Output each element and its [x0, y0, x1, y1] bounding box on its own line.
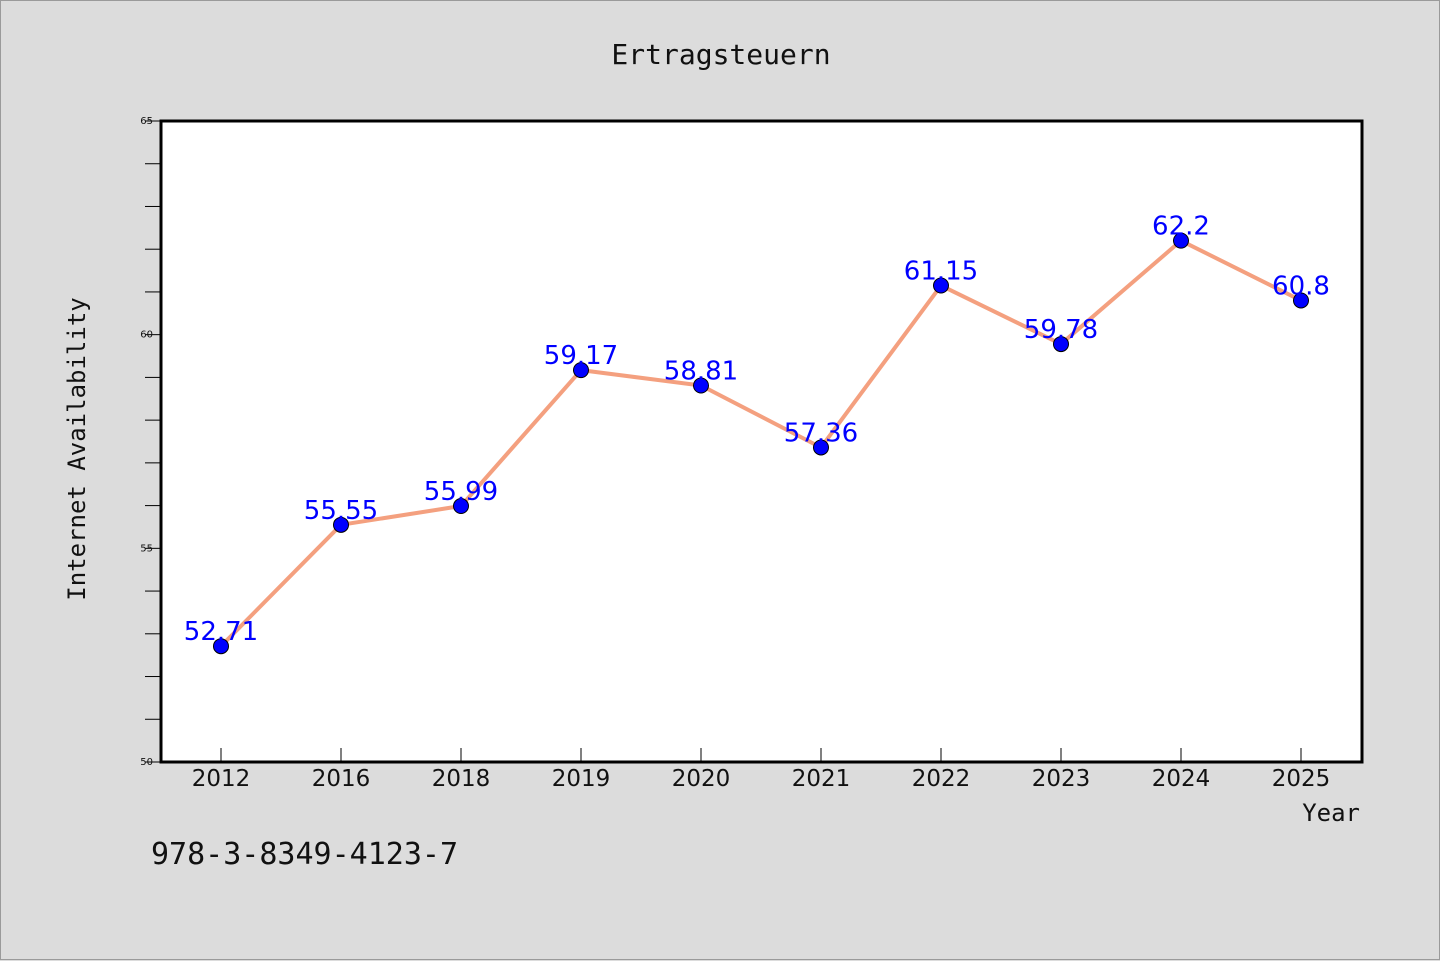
data-point [333, 516, 349, 533]
x-tick-label: 2016 [312, 766, 371, 792]
x-tick-label: 2025 [1272, 766, 1331, 792]
x-tick-label: 2021 [792, 766, 851, 792]
data-label: 59.17 [544, 341, 618, 371]
x-tick-label: 2024 [1152, 766, 1211, 792]
data-point [1053, 336, 1069, 353]
plot-area [159, 119, 1364, 764]
x-tick-label: 2018 [432, 766, 491, 792]
x-tick-label: 2019 [552, 766, 611, 792]
x-tick-label: 2023 [1032, 766, 1091, 792]
data-point [573, 362, 589, 379]
data-label: 58.81 [664, 357, 738, 387]
data-label: 61.15 [904, 257, 978, 287]
data-label: 60.8 [1272, 271, 1330, 301]
isbn-footnote: 978-3-8349-4123-7 [151, 837, 458, 872]
data-label: 59.78 [1024, 315, 1098, 345]
series-layer: 52.71 55.55 55.99 59.17 58.81 57.36 61.15 59.78… [184, 212, 1330, 655]
data-label: 55.99 [424, 477, 498, 507]
y-tick-label: 65 [140, 116, 153, 127]
y-axis-title: Internet Availability [63, 297, 91, 600]
data-label: 62.2 [1152, 212, 1210, 242]
chart-title: Ertragsteuern [611, 38, 830, 71]
y-tick-label: 50 [140, 757, 153, 768]
data-point [213, 638, 229, 655]
y-tick-label: 60 [140, 330, 153, 341]
x-tick-label: 2012 [192, 766, 251, 792]
data-point [933, 277, 949, 294]
data-point [1173, 232, 1189, 249]
series-line [219, 238, 1303, 649]
data-point [693, 377, 709, 394]
data-point [1293, 292, 1309, 309]
x-axis-ticks: 2012 2016 2018 2019 2020 2021 2022 2023 2024 2025 [192, 748, 1331, 792]
data-point [453, 498, 469, 515]
x-tick-label: 2022 [912, 766, 971, 792]
data-point [813, 439, 829, 456]
y-tick-label: 55 [140, 543, 153, 554]
data-label: 52.71 [184, 617, 258, 647]
data-label: 55.55 [304, 496, 378, 526]
y-axis-ticks: 50 55 60 65 [140, 116, 161, 768]
x-axis-title: Year [1302, 799, 1360, 827]
x-tick-label: 2020 [672, 766, 731, 792]
data-label: 57.36 [784, 418, 858, 448]
